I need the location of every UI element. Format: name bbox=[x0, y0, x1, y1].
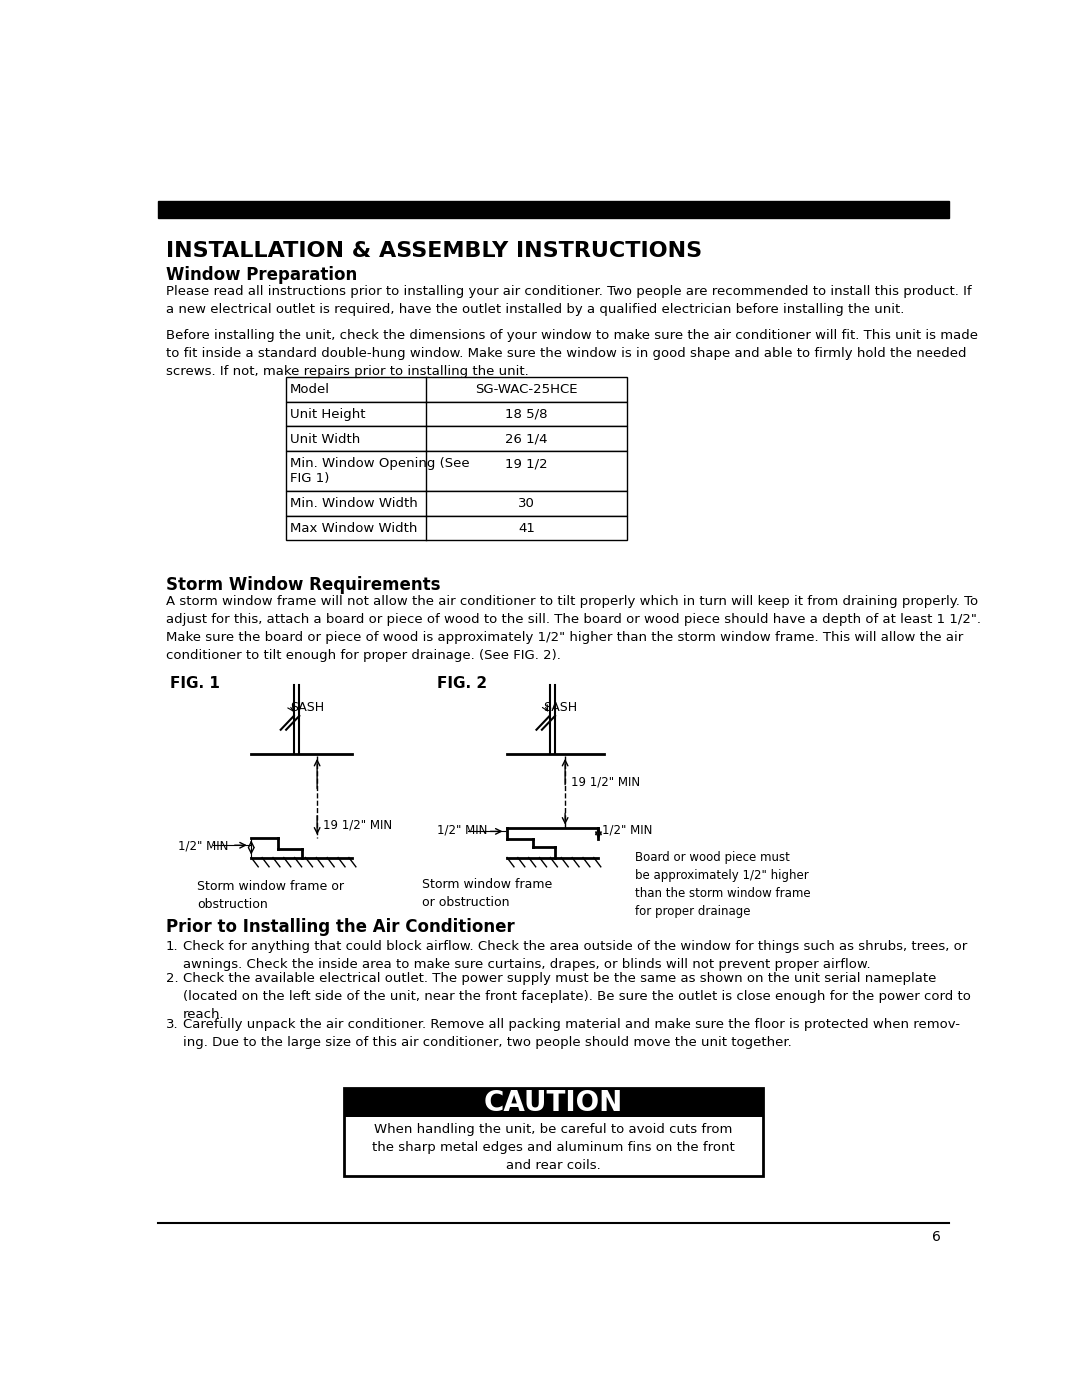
Text: Min. Window Width: Min. Window Width bbox=[291, 497, 418, 510]
Text: Storm Window Requirements: Storm Window Requirements bbox=[166, 576, 441, 594]
Text: Check the available electrical outlet. The power supply must be the same as show: Check the available electrical outlet. T… bbox=[183, 972, 971, 1021]
Text: Unit Height: Unit Height bbox=[291, 408, 365, 420]
Text: Storm window frame
or obstruction: Storm window frame or obstruction bbox=[422, 877, 552, 908]
Text: SG-WAC-25HCE: SG-WAC-25HCE bbox=[475, 383, 578, 397]
Text: SASH: SASH bbox=[543, 701, 578, 714]
Text: 19 1/2: 19 1/2 bbox=[505, 457, 548, 471]
Text: SASH: SASH bbox=[291, 701, 324, 714]
Text: Check for anything that could block airflow. Check the area outside of the windo: Check for anything that could block airf… bbox=[183, 940, 968, 971]
Text: Model: Model bbox=[291, 383, 330, 397]
Bar bbox=[286, 377, 627, 402]
Text: Min. Window Opening (See
FIG 1): Min. Window Opening (See FIG 1) bbox=[291, 457, 470, 485]
Text: Please read all instructions prior to installing your air conditioner. Two peopl: Please read all instructions prior to in… bbox=[166, 285, 972, 316]
Text: 18 5/8: 18 5/8 bbox=[505, 408, 548, 420]
Text: 26 1/4: 26 1/4 bbox=[505, 433, 548, 446]
Text: A storm window frame will not allow the air conditioner to tilt properly which i: A storm window frame will not allow the … bbox=[166, 595, 981, 662]
Text: Carefully unpack the air conditioner. Remove all packing material and make sure : Carefully unpack the air conditioner. Re… bbox=[183, 1018, 960, 1049]
Bar bbox=[286, 515, 627, 541]
Text: Unit Width: Unit Width bbox=[291, 433, 361, 446]
Text: When handling the unit, be careful to avoid cuts from
the sharp metal edges and : When handling the unit, be careful to av… bbox=[373, 1123, 734, 1172]
Text: INSTALLATION & ASSEMBLY INSTRUCTIONS: INSTALLATION & ASSEMBLY INSTRUCTIONS bbox=[166, 240, 702, 261]
Text: 1.: 1. bbox=[166, 940, 178, 953]
Bar bbox=[286, 490, 627, 515]
Bar bbox=[286, 426, 627, 451]
Text: 19 1/2" MIN: 19 1/2" MIN bbox=[570, 775, 639, 789]
Text: Max Window Width: Max Window Width bbox=[291, 522, 417, 535]
Text: Board or wood piece must
be approximately 1/2" higher
than the storm window fram: Board or wood piece must be approximatel… bbox=[635, 851, 810, 918]
Text: FIG. 1: FIG. 1 bbox=[170, 676, 219, 692]
Text: 6: 6 bbox=[932, 1231, 941, 1245]
Bar bbox=[159, 201, 948, 218]
Text: CAUTION: CAUTION bbox=[484, 1090, 623, 1118]
Text: 1/2" MIN: 1/2" MIN bbox=[603, 824, 652, 837]
Text: 19 1/2" MIN: 19 1/2" MIN bbox=[323, 819, 392, 831]
Text: Before installing the unit, check the dimensions of your window to make sure the: Before installing the unit, check the di… bbox=[166, 330, 978, 379]
Text: 1/2" MIN: 1/2" MIN bbox=[437, 824, 488, 837]
Bar bbox=[345, 1088, 762, 1176]
Bar bbox=[345, 1088, 762, 1118]
Text: Storm window frame or
obstruction: Storm window frame or obstruction bbox=[197, 880, 345, 911]
Text: FIG. 2: FIG. 2 bbox=[437, 676, 487, 692]
Text: Prior to Installing the Air Conditioner: Prior to Installing the Air Conditioner bbox=[166, 918, 515, 936]
Text: 30: 30 bbox=[518, 497, 535, 510]
Text: 3.: 3. bbox=[166, 1018, 178, 1031]
Bar bbox=[286, 402, 627, 426]
Text: 41: 41 bbox=[518, 522, 535, 535]
Text: 2.: 2. bbox=[166, 972, 178, 985]
Bar bbox=[286, 451, 627, 490]
Text: 1/2" MIN: 1/2" MIN bbox=[177, 840, 228, 852]
Text: Window Preparation: Window Preparation bbox=[166, 267, 357, 284]
